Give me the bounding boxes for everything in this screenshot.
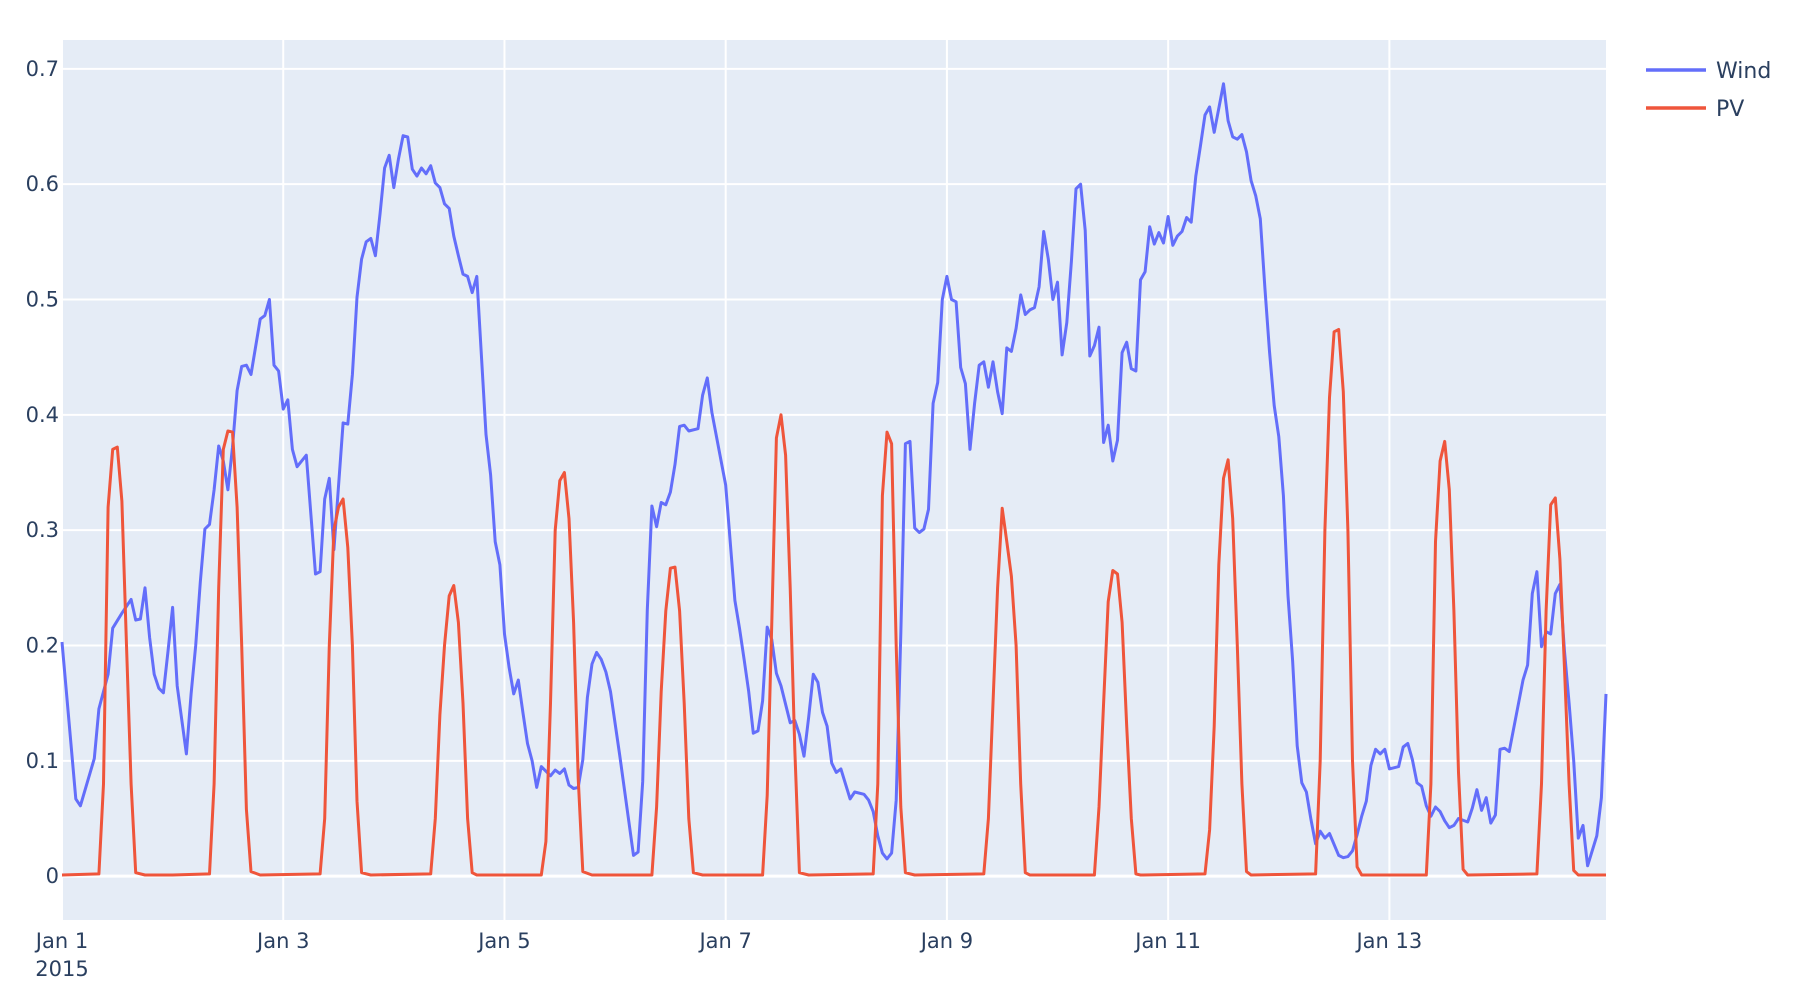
y-tick-label: 0.3 [26, 518, 59, 542]
legend-item-wind[interactable]: Wind [1646, 59, 1771, 84]
legend-label: Wind [1716, 59, 1771, 84]
x-tick-label: Jan 1 [34, 929, 88, 953]
plot-background [62, 40, 1606, 920]
x-tick-label: Jan 7 [697, 929, 751, 953]
x-tick-label: Jan 11 [1133, 929, 1201, 953]
x-tick-label: Jan 9 [919, 929, 973, 953]
legend-item-pv[interactable]: PV [1646, 97, 1744, 122]
legend: Wind PV [1646, 59, 1771, 122]
y-tick-label: 0 [46, 864, 59, 888]
y-tick-label: 0.6 [26, 172, 59, 196]
y-tick-label: 0.7 [26, 57, 59, 81]
y-tick-label: 0.1 [26, 749, 59, 773]
y-tick-label: 0.4 [26, 403, 59, 427]
x-axis-ticks: Jan 1 2015 Jan 3 Jan 5 Jan 7 Jan 9 Jan 11 Jan 1… [34, 929, 1422, 981]
series-line-pv [61, 328, 1606, 877]
x-tick-label: Jan 5 [476, 929, 530, 953]
y-tick-label: 0.5 [26, 288, 59, 312]
y-gridlines [62, 67, 1606, 878]
series-line-wind [60, 82, 1608, 868]
series-lines [60, 82, 1608, 877]
x-tick-sublabel: 2015 [35, 957, 88, 981]
x-tick-label: Jan 13 [1354, 929, 1422, 953]
x-tick-label: Jan 3 [255, 929, 309, 953]
y-axis-ticks: 0 0.1 0.2 0.3 0.4 0.5 0.6 0.7 [26, 57, 59, 888]
x-gridlines [61, 40, 1391, 920]
y-tick-label: 0.2 [26, 634, 59, 658]
legend-label: PV [1716, 97, 1744, 122]
